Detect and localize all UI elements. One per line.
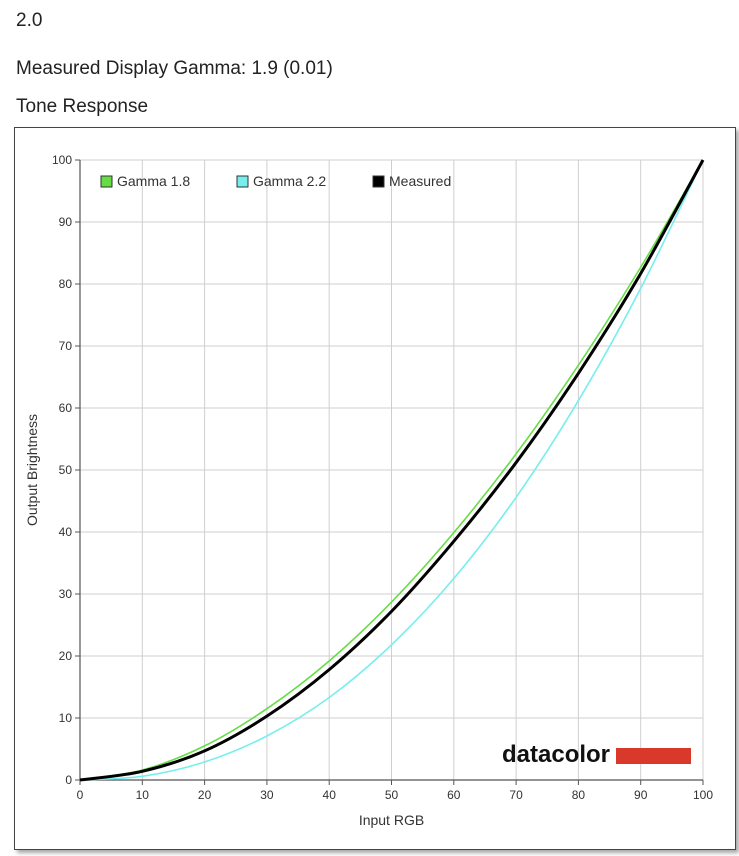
chart-frame: 0 10 20 30 40 50 60 70 80 90 100 0 10 20 30 40 50 60 70 80… [14,127,736,850]
y-tick-label: 80 [59,277,73,291]
legend-swatch-gamma-2-2 [236,175,249,188]
section-title: Tone Response [16,96,149,117]
x-tick-label: 80 [572,788,586,802]
x-tick-label: 50 [385,788,399,802]
series-lines [79,159,705,782]
grid [79,159,704,781]
y-tick-label: 40 [59,525,73,539]
y-tick-label: 30 [59,587,73,601]
axes [75,159,704,785]
x-tick-label: 0 [77,788,84,802]
x-tick-label: 100 [693,788,713,802]
x-tick-label: 60 [447,788,461,802]
y-tick-label: 20 [59,649,73,663]
tone-response-chart: 0 10 20 30 40 50 60 70 80 90 100 0 10 20 30 40 50 60 70 80… [24,153,714,828]
legend-label-gamma-1-8: Gamma 1.8 [117,173,190,189]
x-tick-label: 30 [260,788,274,802]
y-tick-label: 60 [59,401,73,415]
x-tick-label: 10 [136,788,150,802]
y-tick-label: 0 [65,773,72,787]
series-line-measured [79,159,705,782]
y-tick-label: 50 [59,463,73,477]
legend-label-measured: Measured [389,173,451,189]
y-tick-label: 70 [59,339,73,353]
y-tick-label: 90 [59,215,73,229]
legend-swatch-gamma-1-8 [100,175,113,188]
x-tick-label: 90 [634,788,648,802]
measured-gamma-text: Measured Display Gamma: 1.9 (0.01) [16,58,333,79]
gamma-value: 2.0 [16,10,43,31]
series-line-gamma-1-8 [79,159,704,781]
brand-name: datacolor [502,741,610,768]
x-tick-label: 40 [323,788,337,802]
datacolor-logo: datacolor [502,741,691,768]
x-tick-label: 20 [198,788,212,802]
y-tick-label: 10 [59,711,73,725]
brand-bar [616,748,691,764]
legend: Gamma 1.8 Gamma 2.2 Measured [100,173,451,189]
y-tick-labels: 0 10 20 30 40 50 60 70 80 90 100 [52,153,72,787]
legend-swatch-measured [372,175,385,188]
series-line-gamma-2-2 [79,159,704,781]
x-tick-labels: 0 10 20 30 40 50 60 70 80 90 100 [77,788,714,802]
x-axis-label: Input RGB [359,812,424,828]
y-axis-label: Output Brightness [24,414,40,526]
legend-label-gamma-2-2: Gamma 2.2 [253,173,326,189]
y-tick-label: 100 [52,153,72,167]
x-tick-label: 70 [509,788,523,802]
